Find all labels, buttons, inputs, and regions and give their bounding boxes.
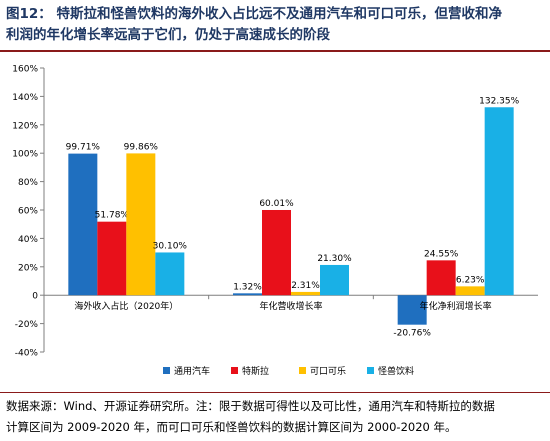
- data-label: 132.35%: [479, 96, 519, 106]
- bar-通用汽车-0: [68, 153, 98, 296]
- bar-通用汽车-1: [233, 293, 262, 296]
- data-label: 51.78%: [95, 211, 130, 221]
- legend-swatch-通用汽车: [163, 367, 170, 374]
- data-label: 99.71%: [66, 143, 101, 153]
- bar-怪兽饮料-1: [320, 264, 349, 296]
- y-tick-label: 140%: [12, 93, 38, 103]
- bar-可口可乐-0: [126, 153, 156, 296]
- legend-label: 可口可乐: [310, 365, 346, 377]
- y-tick-label: 80%: [18, 178, 38, 188]
- source-divider: [0, 392, 550, 393]
- y-tick-label: 160%: [12, 65, 38, 75]
- bar-可口可乐-1: [291, 291, 320, 296]
- legend-swatch-特斯拉: [231, 367, 238, 374]
- data-label: 1.32%: [233, 282, 262, 292]
- legend-swatch-可口可乐: [299, 367, 306, 374]
- source-note-line-2: 计算区间为 2009-2020 年，而可口可乐和怪兽饮料的数据计算区间为 200…: [6, 420, 457, 434]
- legend-swatch-怪兽饮料: [367, 367, 374, 374]
- y-tick-label: 20%: [18, 263, 38, 273]
- y-tick-label: 100%: [12, 150, 38, 160]
- bar-特斯拉-0: [97, 221, 127, 296]
- x-category-label: 海外收入占比（2020年）: [74, 300, 178, 312]
- bar-怪兽饮料-0: [155, 252, 185, 296]
- figure-title: 图12： 特斯拉和怪兽饮料的海外收入占比远不及通用汽车和可口可乐，但营收和净 利…: [6, 4, 546, 46]
- y-tick-label: -40%: [15, 349, 39, 359]
- figure-title-line-2: 利润的年化增长率远高于它们，仍处于高速成长的阶段: [6, 27, 330, 43]
- data-label: 6.23%: [456, 275, 485, 285]
- data-label: 99.86%: [124, 142, 159, 152]
- title-divider: [0, 50, 550, 52]
- data-label: 21.30%: [317, 254, 352, 264]
- x-category-label: 年化净利润增长率: [420, 300, 492, 312]
- y-tick-label: 60%: [18, 207, 38, 217]
- legend-label: 特斯拉: [242, 365, 269, 377]
- bar-怪兽饮料-2: [484, 107, 514, 296]
- data-label: 30.10%: [153, 241, 188, 251]
- source-note: 数据来源：Wind、开源证券研究所。注：限于数据可得性以及可比性，通用汽车和特斯…: [6, 396, 546, 438]
- y-tick-label: 120%: [12, 121, 38, 131]
- y-tick-label: -20%: [15, 320, 39, 330]
- data-label: 2.31%: [291, 281, 320, 291]
- y-tick-label: 40%: [18, 235, 38, 245]
- bar-chart: 160% 140% 120% 100% 80% 60% 40% 20% 0 -20% -40% 99.…: [12, 65, 538, 377]
- y-tick-label: 0: [32, 292, 38, 302]
- figure-title-line-1: 图12： 特斯拉和怪兽饮料的海外收入占比远不及通用汽车和可口可乐，但营收和净: [6, 6, 502, 22]
- bar-可口可乐-2: [455, 286, 485, 296]
- data-label: 24.55%: [424, 249, 459, 259]
- source-note-line-1: 数据来源：Wind、开源证券研究所。注：限于数据可得性以及可比性，通用汽车和特斯…: [6, 399, 495, 413]
- legend-label: 通用汽车: [174, 365, 210, 377]
- data-label: -20.76%: [393, 329, 431, 339]
- legend-label: 怪兽饮料: [378, 365, 414, 377]
- bar-通用汽车-2: [397, 295, 427, 325]
- data-label: 60.01%: [259, 199, 294, 209]
- x-category-label: 年化营收增长率: [259, 300, 322, 312]
- bar-特斯拉-2: [426, 260, 456, 296]
- bar-特斯拉-1: [262, 209, 291, 296]
